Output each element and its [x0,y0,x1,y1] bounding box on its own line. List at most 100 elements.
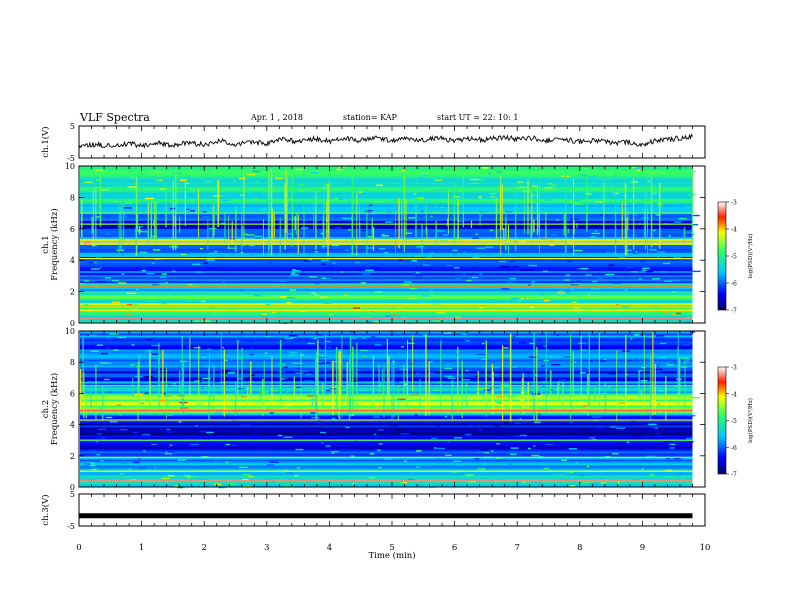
spectro-speckle [280,296,287,298]
spectro-speckle [95,216,101,218]
spectro-row [80,435,693,438]
spectro-speckle [645,270,653,273]
spectro-speckle [295,448,304,451]
spectro-speckle [123,215,128,217]
spectro-speckle [311,355,315,357]
spectro-speckle [252,170,261,173]
spectro-speckle [438,391,445,394]
spectro-speckle [646,455,655,457]
spectro-speckle [289,465,298,467]
ytick-label-2-5: 10 [65,327,75,336]
spectro-speckle [113,349,119,351]
ytick-label-2-3: 6 [70,389,75,398]
spectro-speckle [563,356,571,358]
ytick-label-0-1: -5 [67,154,75,163]
spectro-speckle [488,172,492,175]
spectro-speckle [443,332,452,334]
spectro-speckle [447,291,452,293]
spectro-speckle [433,298,441,300]
spectro-speckle [101,297,106,299]
spectro-speckle [531,454,540,457]
spectro-speckle [186,346,189,348]
spectro-speckle [479,215,483,217]
spectro-speckle [641,366,646,369]
spectro-speckle [626,266,633,269]
spectro-speckle [591,288,600,290]
spectro-speckle [522,169,525,171]
spectro-speckle [187,446,195,448]
spectro-speckle [683,167,688,169]
spectro-speckle [368,477,375,479]
spectro-speckle [681,241,689,243]
spectro-speckle [131,344,135,346]
spectro-speckle [146,273,155,275]
spectro-speckle [292,268,296,271]
spectro-speckle [571,301,578,304]
spectro-speckle [167,414,173,416]
spectro-speckle [453,460,462,462]
spectro-speckle [527,284,531,286]
spectro-speckle [291,270,301,272]
spectro-speckle [442,410,448,413]
spectro-speckle [188,284,193,286]
spectro-speckle [403,383,408,385]
spectro-speckle [692,223,699,226]
spectro-speckle [540,481,543,483]
spectro-speckle [261,391,269,393]
spectro-speckle [290,336,297,339]
spectro-speckle [155,194,158,196]
spectro-speckle [321,245,327,247]
spectro-speckle [332,452,335,454]
spectro-speckle [528,347,534,349]
spectro-speckle [519,434,527,437]
spectro-speckle [652,229,657,232]
spectro-speckle [633,189,637,192]
spectro-speckle [478,307,484,309]
spectro-speckle [315,294,320,296]
spectro-speckle [272,393,277,395]
spectro-speckle [84,280,90,282]
spectro-speckle [161,302,168,305]
spectro-speckle [458,220,463,222]
spectro-row [80,475,693,478]
spectro-speckle [591,175,599,177]
spectro-speckle [451,301,457,303]
spectro-speckle [249,353,254,356]
spectro-speckle [658,279,666,281]
spectro-speckle [159,269,163,271]
spectro-speckle [207,348,212,351]
spectro-speckle [374,344,382,346]
spectro-speckle [312,337,318,340]
spectro-speckle [461,279,467,281]
spectro-speckle [314,251,319,253]
spectro-speckle [377,466,382,469]
spectro-speckle [322,278,332,280]
spectro-speckle [531,393,541,395]
spectro-speckle [654,427,659,429]
spectro-speckle [447,441,450,443]
spectro-speckle [407,479,415,481]
spectro-speckle [190,476,195,478]
spectro-speckle [204,180,213,183]
spectro-speckle [533,445,536,447]
spectro-speckle [440,206,445,209]
spectro-speckle [328,313,334,316]
spectro-row [80,166,693,169]
spectro-speckle [88,268,91,271]
spectro-speckle [241,396,247,398]
spectro-speckle [170,167,175,169]
spectro-speckle [111,301,121,304]
spectro-speckle [337,178,341,181]
xaxis-label: Time (min) [368,550,415,561]
spectro-speckle [390,300,394,302]
spectro-speckle [472,267,475,269]
spectro-speckle [336,349,343,351]
spectro-speckle [238,357,243,360]
spectro-speckle [630,246,640,248]
spectro-speckle [471,276,478,279]
spectro-speckle [686,437,693,440]
spectro-speckle [479,428,483,431]
spectro-speckle [566,291,570,293]
spectro-speckle [600,214,605,216]
spectro-speckle [656,251,666,253]
